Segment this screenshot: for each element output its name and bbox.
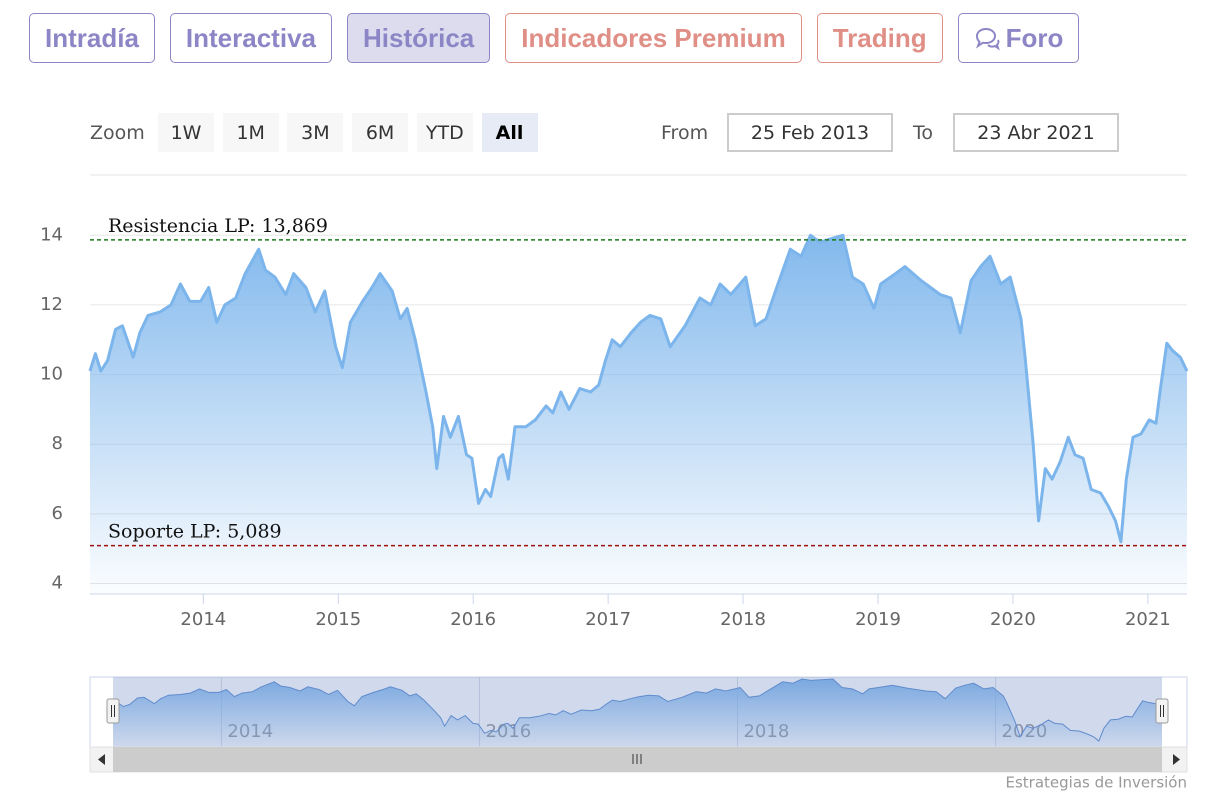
navigator-handle — [1155, 698, 1169, 724]
tab-label: Interactiva — [185, 22, 316, 53]
tab[interactable]: Foro — [957, 13, 1080, 63]
plot-line-label: Soporte LP: 5,089 — [108, 521, 282, 543]
y-tick-label: 6 — [52, 503, 63, 524]
x-tick-label: 2017 — [585, 609, 631, 630]
zoom-button[interactable]: 1W — [158, 113, 214, 152]
tab[interactable]: Histórica — [347, 13, 491, 63]
y-tick-label: 4 — [52, 573, 63, 594]
zoom-button[interactable]: YTD — [416, 113, 473, 152]
navigator-mask — [113, 677, 1162, 747]
y-tick-label: 8 — [52, 433, 63, 454]
navigator-tick-label: 2018 — [743, 721, 789, 742]
x-tick-label: 2015 — [315, 609, 361, 630]
zoom-button[interactable]: 3M — [287, 113, 344, 152]
zoom-button[interactable]: All — [481, 113, 538, 152]
y-tick-label: 14 — [40, 224, 63, 245]
tab-label: Trading — [832, 22, 927, 53]
to-label: To — [913, 121, 934, 144]
tab-label: Histórica — [363, 22, 475, 53]
y-tick-label: 12 — [40, 294, 63, 315]
tab-label: Indicadores Premium — [521, 22, 786, 53]
navigator-tick-label: 2014 — [227, 721, 273, 742]
x-tick-label: 2021 — [1125, 609, 1171, 630]
x-tick-label: 2020 — [990, 609, 1036, 630]
tab-label: Intradía — [45, 22, 139, 53]
navigator-tick-label: 2016 — [485, 721, 531, 742]
x-tick-label: 2016 — [450, 609, 496, 630]
navigator-tick-label: 2020 — [1002, 721, 1048, 742]
navigator-line — [112, 678, 1163, 742]
area-fill — [90, 235, 1187, 595]
navigator-bg — [89, 676, 1188, 748]
credits: Estrategias de Inversión — [1006, 774, 1188, 792]
scroll-arrow — [98, 754, 105, 765]
y-tick-label: 10 — [40, 364, 63, 385]
zoom-button[interactable]: 1M — [222, 113, 279, 152]
tab[interactable]: Indicadores Premium — [505, 13, 802, 63]
x-tick-label: 2014 — [180, 609, 226, 630]
scrollbar-track — [89, 746, 1188, 773]
zoom-button[interactable]: 6M — [352, 113, 409, 152]
navigator-area — [113, 679, 1162, 747]
chat-icon — [975, 27, 1000, 51]
navigator-handle — [106, 698, 120, 724]
series-line — [88, 233, 1189, 544]
from-input[interactable]: 25 Feb 2013 — [727, 113, 893, 152]
x-tick-label: 2018 — [720, 609, 766, 630]
to-input[interactable]: 23 Abr 2021 — [953, 113, 1119, 152]
tab[interactable]: Interactiva — [169, 13, 332, 63]
plot-line-label: Resistencia LP: 13,869 — [108, 215, 328, 237]
scrollbar-thumb — [113, 747, 1162, 772]
x-tick-label: 2019 — [855, 609, 901, 630]
zoom-label: Zoom — [90, 121, 145, 144]
tab-label: Foro — [1005, 22, 1064, 53]
tab[interactable]: Intradía — [29, 13, 155, 63]
scroll-arrow — [1173, 754, 1180, 765]
from-label: From — [661, 121, 709, 144]
tab[interactable]: Trading — [816, 13, 943, 63]
tab-bar: Intradía Interactiva Histórica Indicador… — [29, 13, 1080, 63]
